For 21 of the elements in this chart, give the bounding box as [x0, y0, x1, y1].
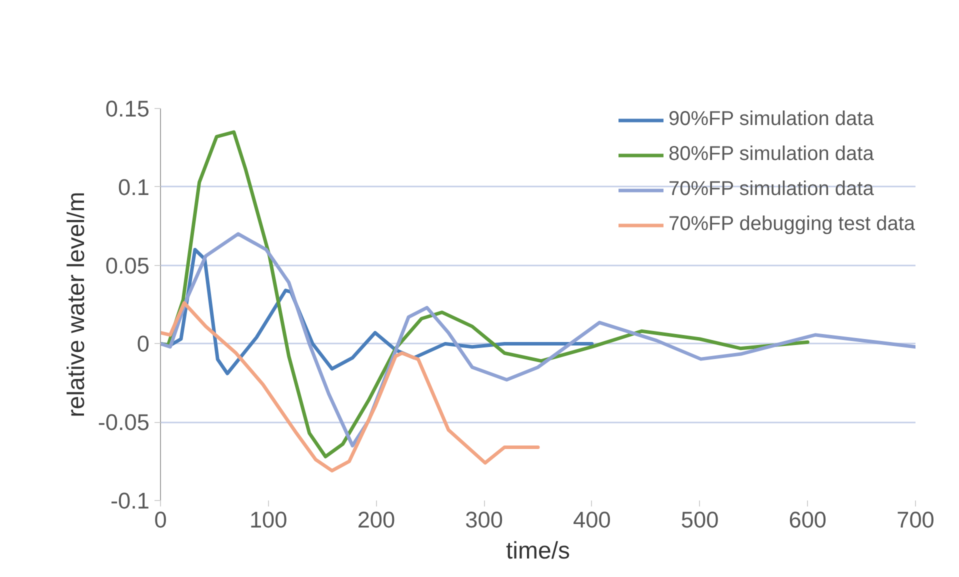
legend-label: 70%FP debugging test data — [668, 213, 915, 236]
x-tick-label: 400 — [573, 506, 611, 532]
x-tick-label: 200 — [357, 506, 396, 532]
y-tick-label: -0.1 — [110, 488, 150, 514]
x-tick-label: 300 — [465, 506, 503, 532]
y-tick-label: 0.15 — [105, 96, 150, 122]
y-axis-title: relative water level/m — [62, 192, 90, 418]
legend-label: 90%FP simulation data — [668, 108, 874, 131]
y-tick-label: 0.05 — [105, 252, 150, 278]
x-tick-label: 500 — [680, 506, 719, 532]
legend-label: 80%FP simulation data — [668, 143, 874, 166]
x-tick-label: 100 — [249, 506, 288, 532]
legend-label: 70%FP simulation data — [668, 178, 874, 201]
y-tick-label: -0.05 — [98, 409, 150, 436]
x-tick-label: 0 — [154, 506, 167, 532]
y-tick-label: 0 — [136, 330, 150, 357]
x-tick-label: 700 — [896, 506, 934, 532]
x-axis-title: time/s — [506, 538, 570, 564]
line-series — [160, 301, 540, 472]
x-tick-label: 600 — [788, 506, 827, 532]
y-tick-label: 0.1 — [118, 174, 150, 200]
